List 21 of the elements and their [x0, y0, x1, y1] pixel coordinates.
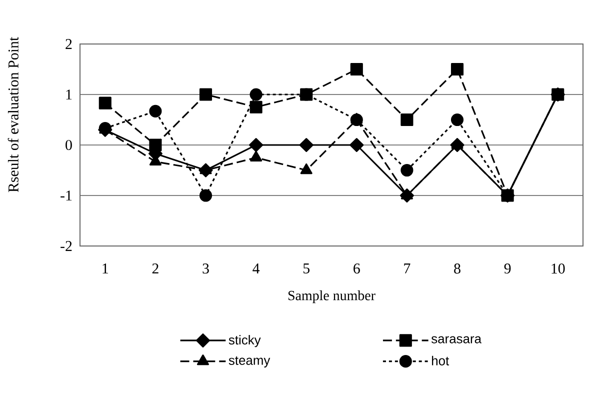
y-tick-label: 2 — [66, 39, 72, 49]
legend-label: steamy — [228, 356, 270, 368]
y-tick-label: -2 — [60, 241, 72, 251]
y-tick-label: 0 — [66, 140, 72, 150]
x-tick-label: 10 — [552, 264, 565, 274]
x-tick-label: 5 — [303, 264, 310, 274]
legend-label: sticky — [228, 335, 261, 348]
y-tick-label: -1 — [60, 190, 72, 200]
y-tick-label: 1 — [66, 90, 72, 100]
x-tick-label: 9 — [504, 264, 511, 274]
legend-label: sarasara — [431, 336, 482, 344]
legend-label: hot — [432, 356, 450, 366]
x-tick-label: 4 — [252, 264, 260, 274]
y-axis-title: Rseult of evaluation Point — [8, 36, 18, 192]
x-tick-label: 6 — [354, 264, 360, 274]
x-tick-label: 7 — [404, 264, 410, 274]
x-tick-label: 8 — [454, 264, 460, 274]
x-tick-label: 1 — [102, 264, 108, 274]
x-axis-title: Sample number — [288, 290, 376, 304]
x-tick-label: 3 — [202, 264, 209, 274]
x-tick-label: 2 — [152, 264, 158, 274]
